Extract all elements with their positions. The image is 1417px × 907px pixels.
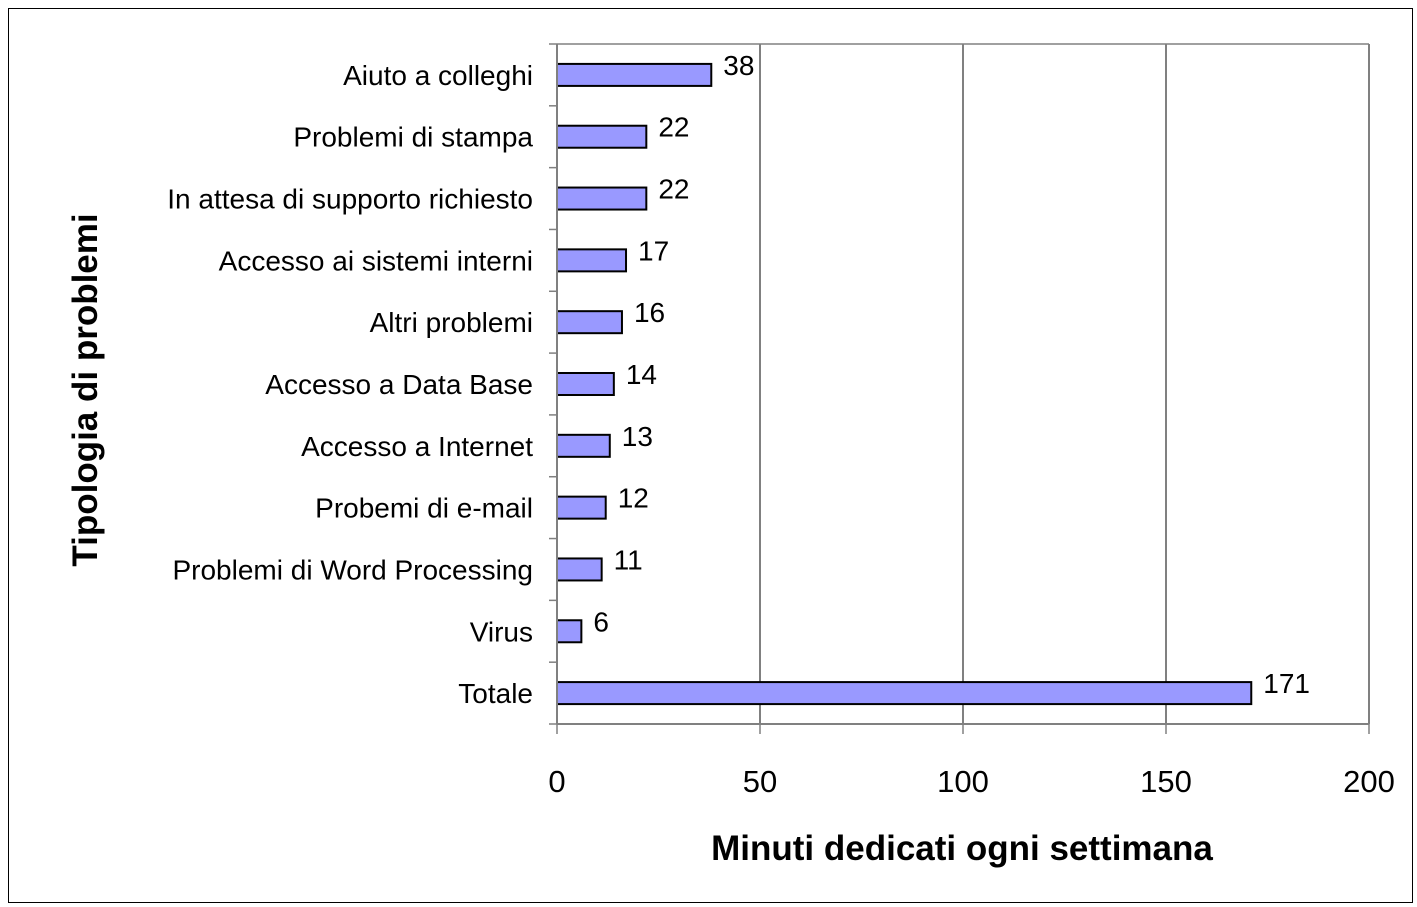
category-label: Altri problemi <box>370 307 533 338</box>
data-label: 13 <box>622 421 653 452</box>
x-tick-label: 0 <box>548 764 565 799</box>
data-label: 14 <box>626 359 657 390</box>
bar <box>556 186 648 211</box>
category-label: Accesso a Data Base <box>265 369 533 400</box>
data-label: 22 <box>658 174 689 205</box>
bar <box>556 124 648 149</box>
category-label: Probemi di e-mail <box>315 493 533 524</box>
bars <box>556 62 1253 706</box>
gridlines <box>557 43 1370 724</box>
bar <box>556 310 623 335</box>
data-label: 6 <box>593 606 609 637</box>
chart-frame <box>8 8 1413 903</box>
category-label: Problemi di stampa <box>293 122 533 153</box>
category-label: Aiuto a colleghi <box>343 60 533 91</box>
x-tick-label: 150 <box>1140 764 1192 799</box>
data-label: 171 <box>1263 668 1310 699</box>
bar <box>556 619 583 644</box>
category-label: Virus <box>470 616 533 647</box>
data-label: 16 <box>634 297 665 328</box>
bar <box>556 681 1253 706</box>
bar <box>556 62 713 87</box>
x-tick-label: 50 <box>743 764 777 799</box>
data-label: 12 <box>618 483 649 514</box>
x-axis-title: Minuti dedicati ogni settimana <box>711 829 1213 868</box>
x-tick-label: 100 <box>937 764 989 799</box>
category-label: Totale <box>458 678 533 709</box>
category-label: In attesa di supporto richiesto <box>167 184 533 215</box>
bar <box>556 433 611 458</box>
x-tick-label: 200 <box>1343 764 1395 799</box>
value-labels: 38 22 22 17 16 14 13 12 116 171 <box>593 50 1310 699</box>
data-label: 11 <box>614 544 643 575</box>
bar <box>556 495 607 520</box>
bar <box>556 248 628 273</box>
category-label: Accesso ai sistemi interni <box>219 245 533 276</box>
category-label: Accesso a Internet <box>301 431 533 462</box>
data-label: 22 <box>658 112 689 143</box>
category-labels: Aiuto a colleghi Problemi di stampa In att… <box>167 60 533 709</box>
data-label: 17 <box>638 235 669 266</box>
axes <box>549 43 1370 734</box>
y-axis-title: Tipologia di problemi <box>66 213 105 566</box>
category-label: Problemi di Word Processing <box>172 554 533 585</box>
data-label: 38 <box>723 50 754 81</box>
bar <box>556 557 603 582</box>
tick-labels: 0 50 100 150 200 <box>548 764 1394 799</box>
bar <box>556 372 615 396</box>
